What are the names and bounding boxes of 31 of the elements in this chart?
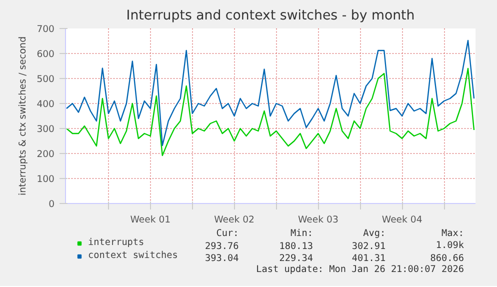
text: 401.31 [352,253,386,264]
text: 293.76 [205,241,240,252]
y-tick-label: 0 [48,199,55,210]
text: 860.66 [430,253,464,264]
y-axis-title: interrupts & ctx switches / second [18,36,29,196]
text: 180.13 [279,241,313,252]
text: 302.91 [352,241,386,252]
y-tick-label: 200 [36,149,55,160]
y-tick-label: 300 [36,124,55,135]
legend-label: context switches [88,250,178,261]
y-tick-label: 600 [36,49,55,60]
text: Cur: [216,228,239,239]
text: Avg: [363,228,386,239]
text: Max: [441,228,464,239]
chart-title: Interrupts and context switches - by month [126,8,415,24]
x-tick-label: Week 04 [382,214,422,226]
y-tick-label: 400 [36,99,55,110]
x-tick-label: Week 02 [214,214,255,226]
x-tick-label: Week 01 [130,214,171,226]
x-tick-label: Week 03 [298,214,338,226]
y-tick-label: 100 [36,174,55,185]
text: 1.09k [436,240,464,251]
text: 393.04 [205,253,240,264]
text: 229.34 [279,253,314,264]
y-tick-label: 500 [36,74,55,85]
line-series [66,68,475,156]
line-series [66,40,475,146]
text: Last update: Mon Jan 26 21:00:07 2026 [256,264,464,275]
y-tick-label: 700 [36,24,55,35]
text: Min: [290,228,313,239]
legend-label: interrupts [88,237,144,248]
